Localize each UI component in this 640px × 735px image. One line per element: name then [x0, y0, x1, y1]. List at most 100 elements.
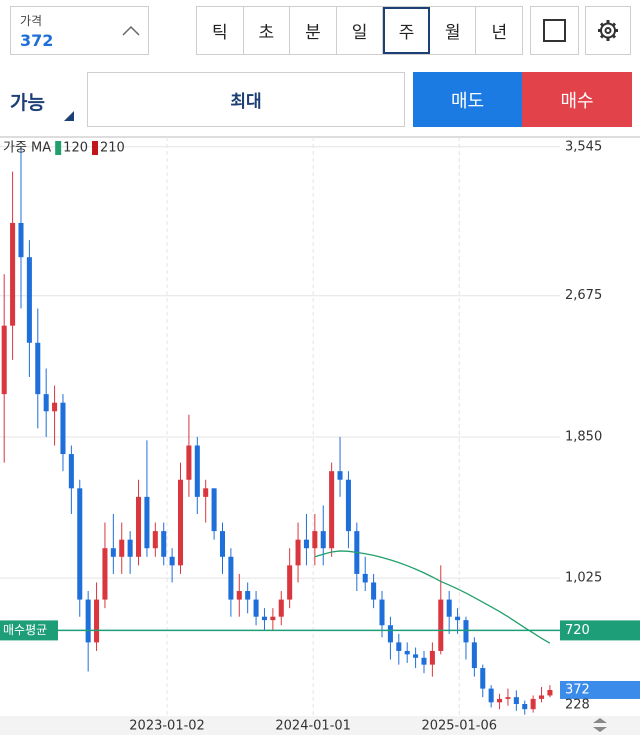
candle-body — [102, 548, 108, 600]
candle-body — [110, 548, 116, 557]
sell-button[interactable]: 매도 — [413, 72, 522, 127]
candle-body — [68, 454, 74, 489]
legend-label: 가중 MA — [3, 141, 51, 156]
ma-line — [314, 550, 551, 644]
legend-swatch — [55, 141, 62, 155]
candle-body — [480, 668, 486, 689]
candle-body — [94, 599, 100, 643]
timeframe-button[interactable]: 월 — [430, 7, 477, 54]
candle-body — [186, 445, 192, 480]
square-icon — [543, 19, 566, 42]
candle-body — [379, 599, 385, 626]
candle-body — [77, 488, 83, 600]
candle-body — [270, 616, 276, 621]
dropdown-triangle — [64, 111, 74, 121]
buy-button[interactable]: 매수 — [522, 72, 632, 127]
candle-body — [1, 325, 7, 395]
scroll-icon — [593, 718, 607, 732]
candle-body — [295, 539, 301, 566]
candle-body — [329, 471, 335, 549]
price-label: 가격 — [20, 14, 43, 28]
candle-body — [387, 625, 393, 643]
price-input[interactable]: 가격 372 — [10, 6, 149, 55]
settings-button[interactable] — [585, 6, 631, 55]
candle-body — [228, 556, 234, 600]
candle-body — [505, 697, 511, 699]
layout-button[interactable] — [530, 6, 579, 55]
candle-body — [362, 573, 368, 583]
timeframe-button[interactable]: 분 — [290, 7, 337, 54]
candle-body — [438, 599, 444, 651]
avg-price-label: 매수평균 — [3, 623, 47, 637]
candle-body — [236, 591, 242, 600]
candle-body — [513, 697, 519, 705]
candle-body — [161, 531, 167, 557]
candle-body — [177, 479, 184, 566]
avg-price-label-bg — [0, 620, 58, 641]
legend-entry: 120 — [63, 141, 88, 156]
candle-body — [26, 257, 32, 343]
timeframe-button[interactable]: 초 — [244, 7, 291, 54]
candle-body — [85, 599, 91, 643]
candle-body — [144, 496, 150, 549]
y-tick-label: 2,675 — [565, 288, 602, 303]
price-value: 372 — [20, 31, 54, 50]
timeframe-button[interactable]: 틱 — [197, 7, 244, 54]
timeframe-button[interactable]: 주 — [383, 7, 430, 54]
candle-body — [35, 342, 41, 395]
candle-body — [10, 222, 16, 326]
gear-icon — [598, 20, 618, 41]
timeframe-button[interactable]: 일 — [337, 7, 384, 54]
candle-body — [152, 531, 158, 549]
candle-body — [539, 695, 545, 699]
candle-body — [471, 642, 477, 669]
candle-body — [303, 539, 309, 549]
x-axis-band — [0, 716, 640, 735]
x-tick-label: 2024-01-01 — [275, 719, 351, 734]
candle-body — [211, 488, 217, 532]
legend-swatch — [92, 141, 98, 155]
candle-body — [127, 539, 133, 557]
candle-body — [219, 531, 226, 557]
current-price-tag: 372 — [565, 682, 590, 697]
candle-body — [287, 565, 293, 600]
x-tick-label: 2023-01-02 — [129, 719, 205, 734]
candle-body — [345, 479, 351, 532]
avg-price-tag-bg — [560, 620, 640, 641]
candle-body — [52, 402, 58, 412]
candle-body — [371, 582, 377, 600]
candle-body — [429, 650, 435, 665]
candle-body — [446, 599, 452, 617]
candle-body — [455, 616, 461, 621]
candle-body — [413, 654, 419, 658]
y-tick-label: 1,850 — [565, 429, 602, 444]
candle-body — [320, 531, 326, 549]
candle-body — [337, 471, 343, 480]
candle-body — [60, 402, 66, 455]
candle-body — [278, 599, 284, 617]
candle-body — [396, 642, 402, 651]
candle-body — [463, 620, 469, 643]
candle-body — [253, 599, 259, 617]
candle-body — [497, 698, 503, 703]
candle-body — [194, 445, 200, 497]
candle-body — [119, 539, 125, 557]
candle-body — [261, 616, 267, 621]
y-tick-label: 1,025 — [565, 571, 602, 586]
candle-body — [18, 222, 24, 258]
candle-body — [136, 496, 142, 557]
x-tick-label: 2025-01-06 — [421, 719, 497, 734]
legend-entry: 210 — [100, 141, 125, 156]
available-label[interactable]: 가능 — [10, 92, 45, 114]
chevron-up — [122, 25, 140, 36]
timeframe-button[interactable]: 년 — [476, 7, 524, 54]
candle-body — [488, 688, 494, 703]
quantity-field[interactable]: 최대 — [87, 72, 405, 127]
candle-body — [530, 698, 536, 710]
candle-body — [421, 657, 427, 665]
candle-body — [245, 591, 251, 600]
candle-body — [547, 689, 553, 696]
